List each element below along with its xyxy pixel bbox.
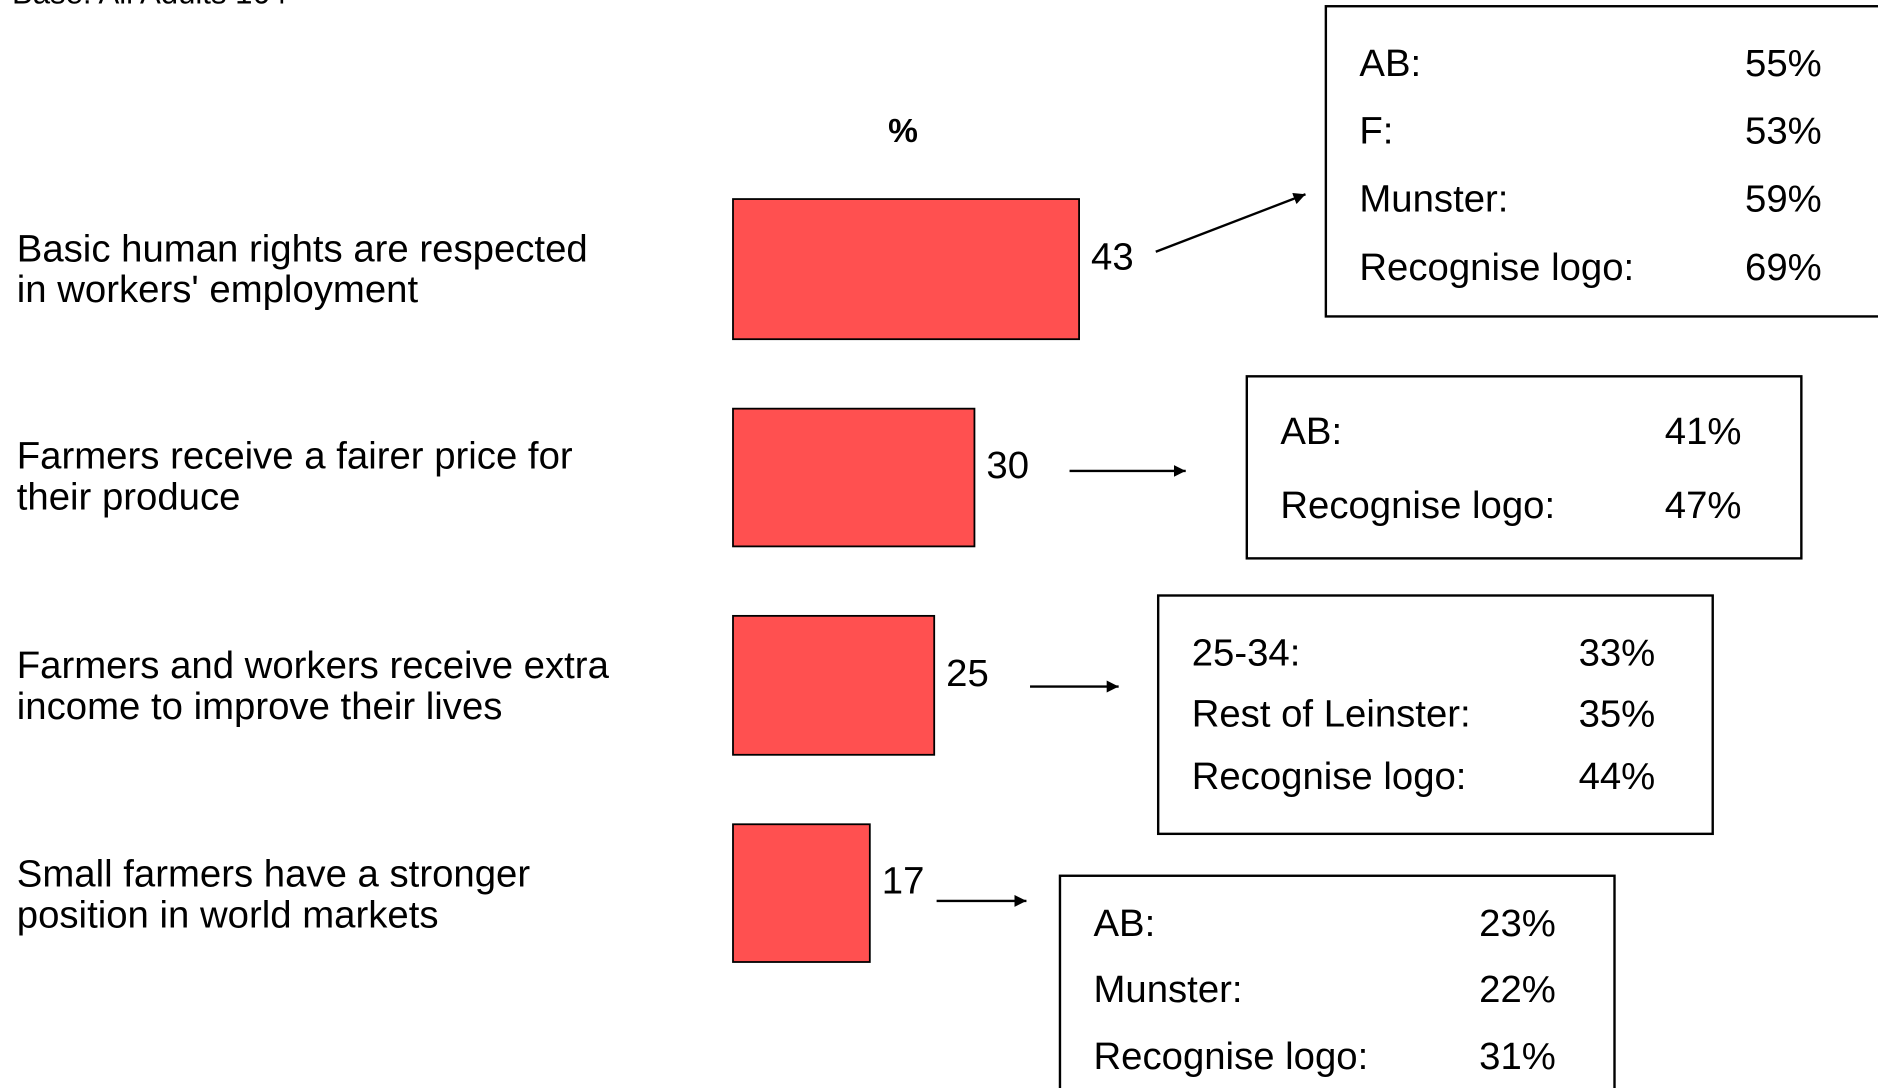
callout-label: Recognise logo: xyxy=(1280,484,1555,527)
value-label: 30 xyxy=(986,444,1029,487)
bar xyxy=(732,614,936,756)
callout-value: 47% xyxy=(1665,484,1742,527)
callout-label: AB: xyxy=(1094,902,1156,945)
callout-label: Munster: xyxy=(1094,968,1243,1011)
bar xyxy=(732,823,871,963)
category-label: Small farmers have a stronger position i… xyxy=(16,853,531,936)
callout-value: 23% xyxy=(1479,902,1556,945)
callout-value: 55% xyxy=(1745,42,1822,85)
callout-value: 22% xyxy=(1479,968,1556,1011)
callout-value: 69% xyxy=(1745,246,1822,289)
category-label: Basic human rights are respected in work… xyxy=(16,227,588,311)
header: % xyxy=(888,113,918,150)
value-label: 25 xyxy=(946,652,989,695)
callout-value: 31% xyxy=(1479,1035,1556,1078)
category-label-box: Small farmers have a stronger position i… xyxy=(16,853,531,936)
callout-label: Recognise logo: xyxy=(1094,1035,1369,1078)
bar xyxy=(732,407,976,548)
category-label-box: Farmers receive a fairer price for their… xyxy=(16,435,573,518)
callout-label: AB: xyxy=(1359,42,1421,85)
category-label-box: Farmers and workers receive extra income… xyxy=(16,644,609,728)
callout-label: F: xyxy=(1359,109,1393,152)
callout-label: AB: xyxy=(1280,410,1342,453)
callout-value: 53% xyxy=(1745,109,1822,152)
callout-value: 33% xyxy=(1579,632,1656,675)
category-label: Farmers receive a fairer price for their… xyxy=(16,435,573,518)
callout-label: 25-34: xyxy=(1192,632,1301,675)
callout-value: 44% xyxy=(1579,755,1656,798)
callout-box xyxy=(1058,874,1616,1088)
callout-box xyxy=(1156,594,1714,836)
arrow xyxy=(1155,192,1306,253)
callout-value: 59% xyxy=(1745,178,1822,221)
callout-value: 35% xyxy=(1579,693,1656,736)
category-label-box: Basic human rights are respected in work… xyxy=(16,227,588,311)
callout-box xyxy=(1245,375,1803,560)
callout-label: Recognise logo: xyxy=(1359,246,1634,289)
callout-label: Recognise logo: xyxy=(1192,755,1467,798)
callout-box xyxy=(1324,5,1878,318)
bar xyxy=(732,198,1080,341)
callout-label: Munster: xyxy=(1359,178,1508,221)
subtitle: Base: All Adults 164 xyxy=(12,0,287,11)
value-label: 43 xyxy=(1091,236,1134,279)
value-label: 17 xyxy=(882,860,925,903)
category-label: Farmers and workers receive extra income… xyxy=(16,644,609,728)
callout-label: Rest of Leinster: xyxy=(1192,693,1471,736)
callout-value: 41% xyxy=(1665,410,1742,453)
